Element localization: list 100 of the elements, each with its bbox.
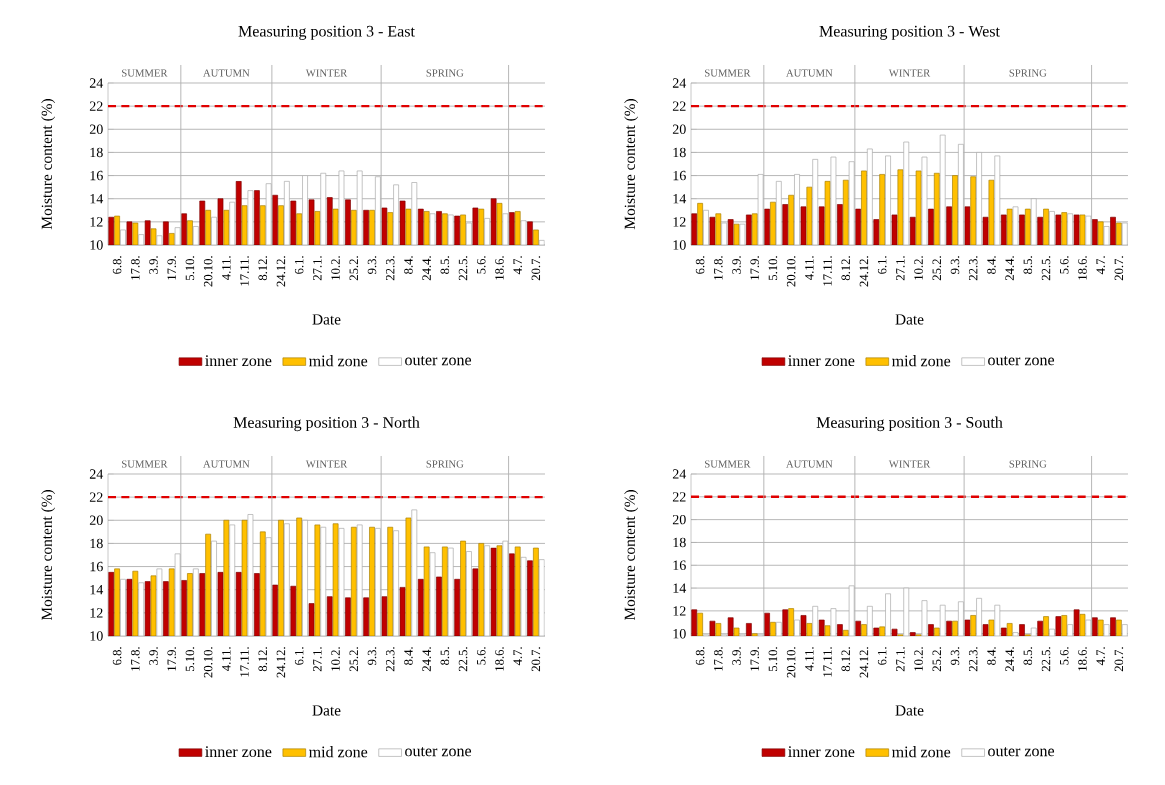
x-tick-label: 5.6. [476,256,486,274]
x-tick-label: 8.5. [440,647,450,665]
x-tick-label: 8.4. [404,647,413,665]
y-tick-label: 22 [672,101,686,111]
text: SUMMER [122,460,168,468]
y-tick-label: 22 [672,492,686,502]
y-tick-label: 18 [673,537,686,548]
x-tick-label: 3.9. [149,647,158,665]
x-axis-title: Date [895,705,924,716]
x-axis-title: Date [312,705,341,716]
y-tick-label: 16 [673,170,686,181]
x-tick-label: 3.9. [732,256,741,274]
legend-label: mid zone [309,355,368,367]
x-tick-label: 4.11. [222,256,231,280]
y-tick-label: 14 [673,583,687,593]
x-tick-label: 20.10. [786,256,796,287]
legend-label: mid zone [892,355,951,367]
x-tick-label: 3.9. [149,256,158,274]
x-tick-label: 5.6. [476,647,486,665]
x-tick-label: 17.9. [750,256,760,280]
y-tick-label: 24 [672,78,687,88]
x-tick-label: 6.8. [112,256,122,274]
x-axis-title: Date [895,314,924,325]
text: AUTUMN [786,460,833,468]
x-tick-label: 20.7. [1114,256,1124,281]
text: SPRING [426,460,464,468]
x-tick-label: 6.1. [877,256,887,274]
text: WINTER [888,460,931,468]
legend-label: inner zone [788,746,855,758]
text: SPRING [1009,460,1047,468]
legend-label: outer zone [405,356,472,366]
x-tick-label: 17.11. [240,647,249,677]
legend-label: mid zone [309,746,368,758]
x-tick-label: 17.9. [750,647,760,671]
text: SUMMER [122,69,168,77]
y-tick-label: 14 [90,585,104,595]
y-tick-label: 16 [90,170,103,181]
x-tick-label: 17.9. [167,647,177,671]
y-tick-label: 10 [90,240,103,250]
x-tick-label: 4.11. [222,647,231,671]
x-tick-label: 22.5. [458,647,468,672]
legend-label: mid zone [892,746,951,758]
y-tick-label: 20 [672,124,686,135]
text: WINTER [888,69,931,77]
x-tick-label: 8.5. [440,256,450,274]
x-tick-label: 27.1. [896,256,905,281]
y-tick-label: 14 [90,194,104,204]
x-tick-label: 6.1. [294,256,304,274]
x-tick-label: 6.8. [695,647,705,665]
chart-title: Measuring position 3 - South [816,416,1003,432]
x-tick-label: 8.4. [404,256,413,274]
x-tick-label: 6.1. [294,647,304,665]
x-tick-label: 22.3. [968,647,978,672]
x-tick-label: 8.12. [258,256,268,281]
x-tick-label: 8.5. [1023,647,1033,665]
x-tick-label: 24.4. [1005,647,1014,672]
x-tick-label: 22.3. [385,256,395,281]
chart-title: Measuring position 3 - West [819,25,1000,40]
x-tick-label: 8.4. [987,256,996,274]
x-tick-label: 10.2. [914,647,923,671]
y-tick-label: 12 [90,608,103,618]
text: AUTUMN [203,460,250,468]
legend-label: outer zone [988,747,1055,757]
y-tick-label: 24 [672,469,687,479]
x-tick-label: 6.1. [877,647,887,665]
x-tick-label: 9.3. [950,256,960,274]
x-tick-label: 4.7. [1096,647,1105,666]
x-tick-label: 17.11. [823,256,832,286]
legend-label: inner zone [205,746,272,758]
y-tick-label: 10 [673,628,686,639]
x-tick-label: 5.6. [1059,256,1069,274]
x-tick-label: 8.12. [258,647,268,672]
x-tick-label: 18.6. [1078,647,1087,671]
x-tick-label: 25.2. [932,256,942,281]
x-tick-label: 20.7. [1114,647,1124,672]
x-tick-label: 22.5. [1041,256,1051,281]
x-tick-label: 6.8. [695,256,705,274]
x-tick-label: 27.1. [313,647,322,672]
x-tick-label: 9.3. [950,647,960,665]
x-tick-label: 24.12. [276,647,286,678]
y-axis-title: Moisture content (%) [624,490,639,621]
y-tick-label: 24 [89,78,104,88]
x-tick-label: 20.10. [203,647,213,678]
x-tick-label: 4.7. [1096,256,1105,275]
x-tick-label: 6.8. [112,647,122,665]
x-tick-label: 18.6. [1078,256,1087,280]
legend-label: outer zone [405,747,472,757]
x-tick-label: 9.3. [367,647,377,665]
x-tick-label: 24.4. [422,256,431,281]
y-axis-title: Moisture content (%) [624,99,639,230]
y-tick-label: 20 [89,124,103,135]
y-tick-label: 20 [89,515,103,526]
x-tick-label: 17.9. [167,256,177,280]
x-tick-label: 25.2. [932,647,942,672]
x-tick-label: 24.12. [859,647,869,678]
chart-title: Measuring position 3 - East [238,25,415,40]
x-tick-label: 8.12. [841,647,851,672]
x-tick-label: 24.12. [276,256,286,287]
x-tick-label: 18.6. [495,256,504,280]
legend-label: inner zone [788,355,855,367]
